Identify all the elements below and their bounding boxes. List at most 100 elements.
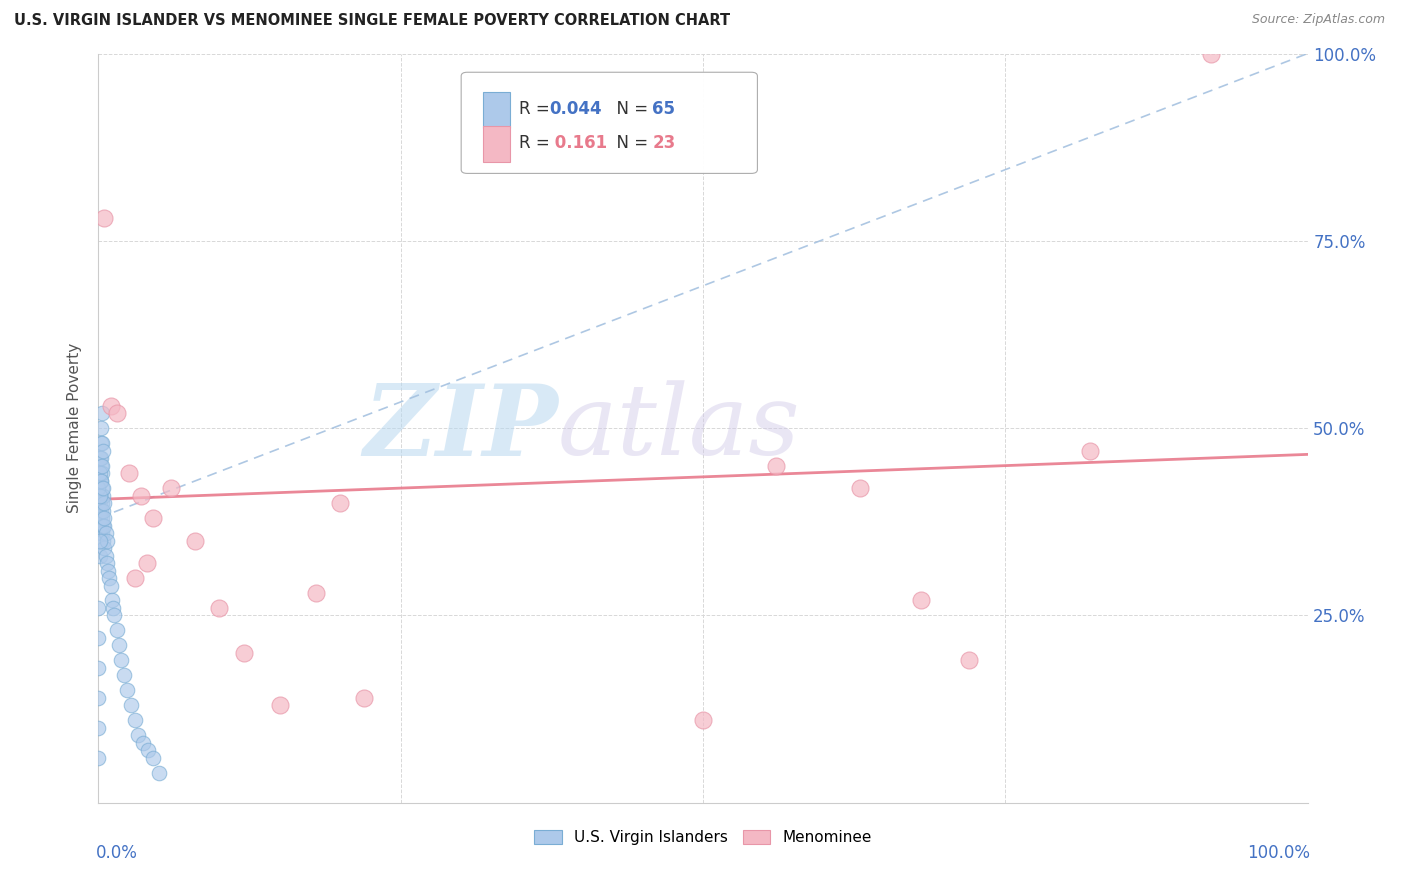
Point	[90, 518, 112, 533]
Point	[108, 639, 131, 653]
Point	[132, 736, 155, 750]
Point	[105, 624, 128, 638]
Text: N =: N =	[606, 100, 654, 118]
Text: 0.0%: 0.0%	[96, 844, 138, 862]
Point	[91, 481, 114, 495]
Point	[90, 474, 112, 488]
Point	[87, 690, 110, 705]
Point	[232, 646, 254, 660]
Text: 0.161: 0.161	[550, 134, 607, 152]
Point	[142, 751, 165, 765]
Point	[269, 698, 291, 713]
Point	[91, 533, 114, 548]
Point	[91, 503, 114, 517]
Point	[1199, 46, 1222, 61]
Point	[93, 211, 115, 226]
Point	[89, 549, 111, 563]
Point	[118, 466, 141, 480]
Point	[89, 511, 111, 525]
Point	[136, 743, 159, 757]
Point	[89, 451, 111, 466]
Point	[101, 601, 124, 615]
Text: N =: N =	[606, 134, 654, 152]
Point	[329, 496, 352, 510]
Point	[93, 496, 115, 510]
Point	[184, 533, 207, 548]
Point	[91, 526, 114, 541]
Point	[91, 406, 114, 420]
Point	[98, 571, 121, 585]
Point	[91, 481, 114, 495]
Point	[90, 436, 112, 450]
Point	[91, 458, 114, 473]
Point	[957, 653, 980, 667]
FancyBboxPatch shape	[482, 93, 509, 128]
Y-axis label: Single Female Poverty: Single Female Poverty	[67, 343, 83, 513]
Point	[90, 489, 112, 503]
Point	[90, 421, 112, 435]
Point	[93, 511, 115, 525]
Text: ZIP: ZIP	[363, 380, 558, 476]
Legend: U.S. Virgin Islanders, Menominee: U.S. Virgin Islanders, Menominee	[527, 824, 879, 851]
Text: 0.044: 0.044	[550, 100, 602, 118]
Point	[135, 556, 157, 570]
Point	[124, 571, 146, 585]
Point	[208, 601, 231, 615]
Point	[87, 601, 110, 615]
Point	[91, 443, 114, 458]
Text: Source: ZipAtlas.com: Source: ZipAtlas.com	[1251, 13, 1385, 27]
Point	[120, 698, 142, 713]
Point	[89, 496, 111, 510]
FancyBboxPatch shape	[461, 72, 758, 173]
Text: R =: R =	[519, 100, 555, 118]
Point	[765, 458, 787, 473]
Point	[110, 653, 132, 667]
Point	[692, 714, 714, 728]
Point	[305, 586, 328, 600]
Text: 65: 65	[652, 100, 675, 118]
Text: U.S. VIRGIN ISLANDER VS MENOMINEE SINGLE FEMALE POVERTY CORRELATION CHART: U.S. VIRGIN ISLANDER VS MENOMINEE SINGLE…	[14, 13, 730, 29]
Text: 23: 23	[652, 134, 675, 152]
Point	[90, 451, 112, 466]
Point	[87, 661, 110, 675]
Point	[90, 503, 112, 517]
Point	[96, 556, 118, 570]
Point	[87, 631, 110, 645]
Point	[90, 458, 112, 473]
Point	[100, 578, 122, 592]
Text: 100.0%: 100.0%	[1247, 844, 1310, 862]
Point	[97, 564, 120, 578]
Point	[91, 436, 114, 450]
Point	[148, 765, 170, 780]
Point	[124, 714, 146, 728]
Point	[117, 683, 139, 698]
Point	[91, 489, 114, 503]
Point	[127, 728, 149, 742]
Point	[142, 511, 165, 525]
Point	[353, 690, 375, 705]
Point	[100, 399, 122, 413]
Text: R =: R =	[519, 134, 555, 152]
Point	[87, 481, 110, 495]
Text: atlas: atlas	[558, 381, 800, 475]
Point	[89, 474, 111, 488]
Point	[160, 481, 183, 495]
Point	[91, 518, 114, 533]
Point	[94, 549, 117, 563]
Point	[87, 751, 110, 765]
Point	[89, 526, 111, 541]
Point	[100, 593, 122, 607]
Point	[91, 466, 114, 480]
Point	[89, 533, 111, 548]
Point	[93, 518, 115, 533]
Point	[89, 489, 111, 503]
Point	[849, 481, 872, 495]
Point	[91, 496, 114, 510]
FancyBboxPatch shape	[482, 126, 509, 162]
Point	[1078, 443, 1101, 458]
Point	[87, 721, 110, 735]
Point	[89, 466, 111, 480]
Point	[105, 406, 128, 420]
Point	[96, 533, 118, 548]
Point	[94, 526, 117, 541]
